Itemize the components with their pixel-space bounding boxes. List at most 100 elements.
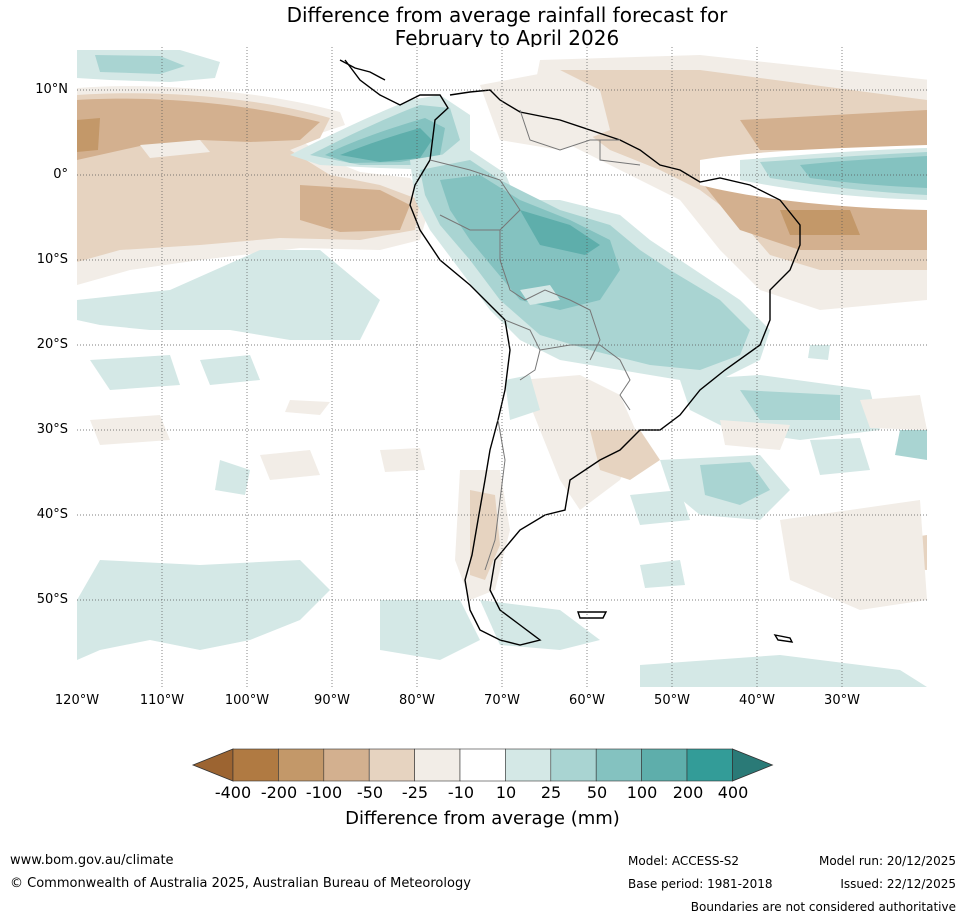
wet-region (640, 655, 927, 687)
colorbar-tick-label: -100 (305, 783, 343, 802)
lat-label-50s: 50°S (36, 592, 68, 607)
colorbar-tick-label: -50 (356, 783, 384, 802)
wet-region (520, 285, 560, 305)
wet-region (380, 600, 480, 660)
dry-region (780, 210, 860, 235)
colorbar-tick-label: 50 (586, 783, 608, 802)
lon-label-110w: 110°W (139, 693, 185, 708)
wet-region (800, 156, 927, 188)
wet-region (810, 438, 870, 475)
lat-label-10n: 10°N (35, 82, 68, 97)
neutral-region (500, 150, 600, 200)
wet-region (640, 560, 685, 588)
lat-label-0: 0° (53, 167, 68, 182)
colorbar-extend-high (732, 748, 774, 782)
wet-region (90, 355, 180, 390)
lat-label-40s: 40°S (36, 507, 68, 522)
boundaries-note: Boundaries are not considered authoritat… (690, 900, 956, 914)
wet-region (895, 430, 927, 460)
lat-label-20s: 20°S (36, 337, 68, 352)
dry-region (140, 140, 210, 158)
wet-region (505, 375, 540, 420)
dry-region (520, 375, 640, 510)
dry-region (590, 430, 660, 480)
colorbar-title: Difference from average (mm) (345, 808, 620, 829)
colorbar-tick-label: 200 (672, 783, 704, 802)
dry-region (470, 490, 500, 580)
website-link[interactable]: www.bom.gov.au/climate (10, 853, 174, 868)
border (499, 230, 601, 361)
wet-region (200, 355, 260, 385)
colorbar-extend-low (191, 748, 234, 782)
colorbar (191, 748, 774, 782)
model-run-date: Model run: 20/12/2025 (818, 854, 956, 868)
south-georgia-coast (773, 634, 794, 643)
colorbar-tick-label: -25 (401, 783, 429, 802)
colorbar-segment (278, 748, 325, 782)
colorbar-segment (232, 748, 279, 782)
colorbar-tick-label: -400 (214, 783, 252, 802)
graticule (77, 47, 927, 687)
colorbar-segment (414, 748, 461, 782)
dry-region (77, 98, 320, 160)
colorbar-tick-label: -200 (260, 783, 298, 802)
wet-region (520, 210, 600, 255)
colorbar-tick-label: 400 (717, 783, 749, 802)
colorbar-segment (459, 748, 506, 782)
wet-region (808, 345, 830, 360)
wet-region (440, 175, 620, 310)
lat-label-10s: 10°S (36, 252, 68, 267)
colorbar-segment (368, 748, 415, 782)
lon-label-70w: 70°W (484, 693, 520, 708)
colorbar-tick-label: 10 (495, 783, 517, 802)
wet-region (340, 128, 432, 162)
wet-region (95, 55, 185, 74)
wet-region (700, 462, 770, 505)
dry-region (285, 400, 330, 415)
colorbar-segment (505, 748, 552, 782)
title-line-1: Difference from average rainfall forecas… (286, 3, 728, 27)
lon-label-100w: 100°W (224, 693, 270, 708)
lon-label-60w: 60°W (569, 693, 605, 708)
lon-label-80w: 80°W (399, 693, 435, 708)
dry-region (860, 395, 927, 430)
lon-label-40w: 40°W (739, 693, 775, 708)
copyright-text: © Commonwealth of Australia 2025, Austra… (10, 876, 471, 891)
lat-label-30s: 30°S (36, 422, 68, 437)
lon-label-120w: 120°W (54, 693, 100, 708)
map-title: Difference from average rainfall forecas… (0, 4, 965, 50)
colorbar-tick-label: 100 (626, 783, 658, 802)
dry-region (77, 118, 100, 152)
dry-region (380, 448, 425, 472)
border (484, 419, 506, 571)
colorbar-segment (595, 748, 642, 782)
issued-date: Issued: 22/12/2025 (840, 877, 956, 891)
wet-region (77, 560, 330, 660)
dry-region (780, 500, 927, 610)
border (599, 140, 641, 166)
border (429, 159, 521, 231)
central-america-coast (339, 59, 386, 81)
wet-region (480, 600, 600, 650)
lon-label-30w: 30°W (824, 693, 860, 708)
dry-region (260, 450, 320, 480)
colorbar-segment (550, 748, 597, 782)
dry-region (90, 415, 170, 445)
title-line-2: February to April 2026 (394, 26, 620, 50)
colorbar-segment (323, 748, 370, 782)
dry-region (740, 110, 927, 150)
rainfall-anomaly-fields (77, 50, 927, 687)
colorbar-segment (641, 748, 688, 782)
colorbar-tick-label: 25 (540, 783, 562, 802)
model-name: Model: ACCESS-S2 (628, 854, 740, 868)
falklands-coast (577, 611, 608, 619)
lon-label-50w: 50°W (654, 693, 690, 708)
dry-region (300, 185, 410, 232)
lon-label-90w: 90°W (314, 693, 350, 708)
wet-region (215, 460, 250, 495)
wet-region (77, 250, 380, 340)
colorbar-tick-label: -10 (447, 783, 475, 802)
base-period: Base period: 1981-2018 (628, 877, 773, 891)
dry-region (720, 420, 790, 450)
